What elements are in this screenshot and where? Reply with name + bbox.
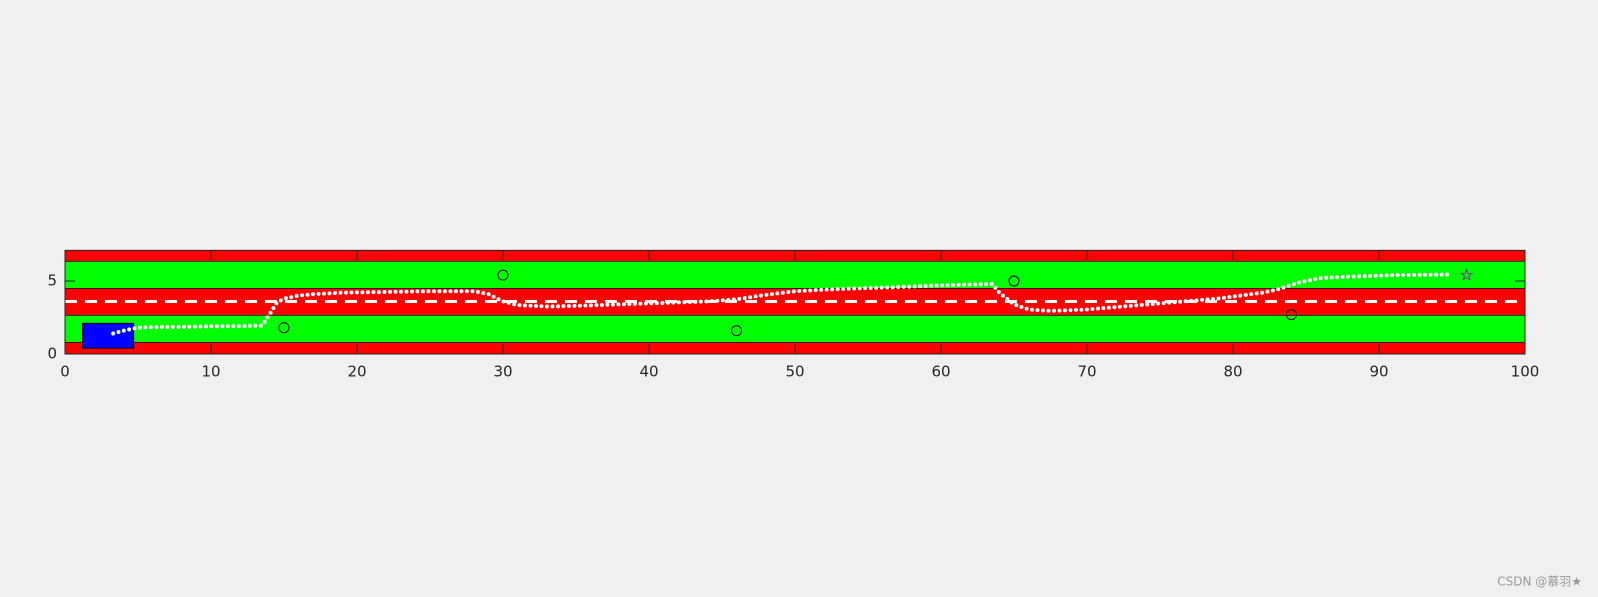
x-tick-label: 90: [1369, 363, 1388, 381]
x-tick-label: 0: [60, 363, 70, 381]
x-tick-label: 40: [639, 363, 658, 381]
obstacle: [278, 322, 290, 334]
obstacle: [1285, 309, 1297, 321]
obstacle: [731, 325, 743, 337]
lane-band: [64, 260, 1526, 289]
planned-path: [111, 272, 1454, 336]
x-tick-label: 30: [493, 363, 512, 381]
x-tick-label: 20: [347, 363, 366, 381]
obstacle: [1008, 275, 1020, 287]
y-tick-label: 5: [47, 272, 57, 290]
x-tick-label: 50: [785, 363, 804, 381]
y-tick-label: 0: [47, 345, 57, 363]
goal-star: [1459, 268, 1474, 281]
lane-band: [64, 315, 1526, 343]
vehicle: [82, 322, 135, 349]
x-tick-label: 80: [1223, 363, 1242, 381]
x-tick-label: 10: [201, 363, 220, 381]
obstacle: [497, 269, 509, 281]
watermark: CSDN @慕羽★: [1497, 575, 1582, 589]
x-tick-label: 60: [931, 363, 950, 381]
x-tick-label: 70: [1077, 363, 1096, 381]
x-tick-label: 100: [1511, 363, 1540, 381]
